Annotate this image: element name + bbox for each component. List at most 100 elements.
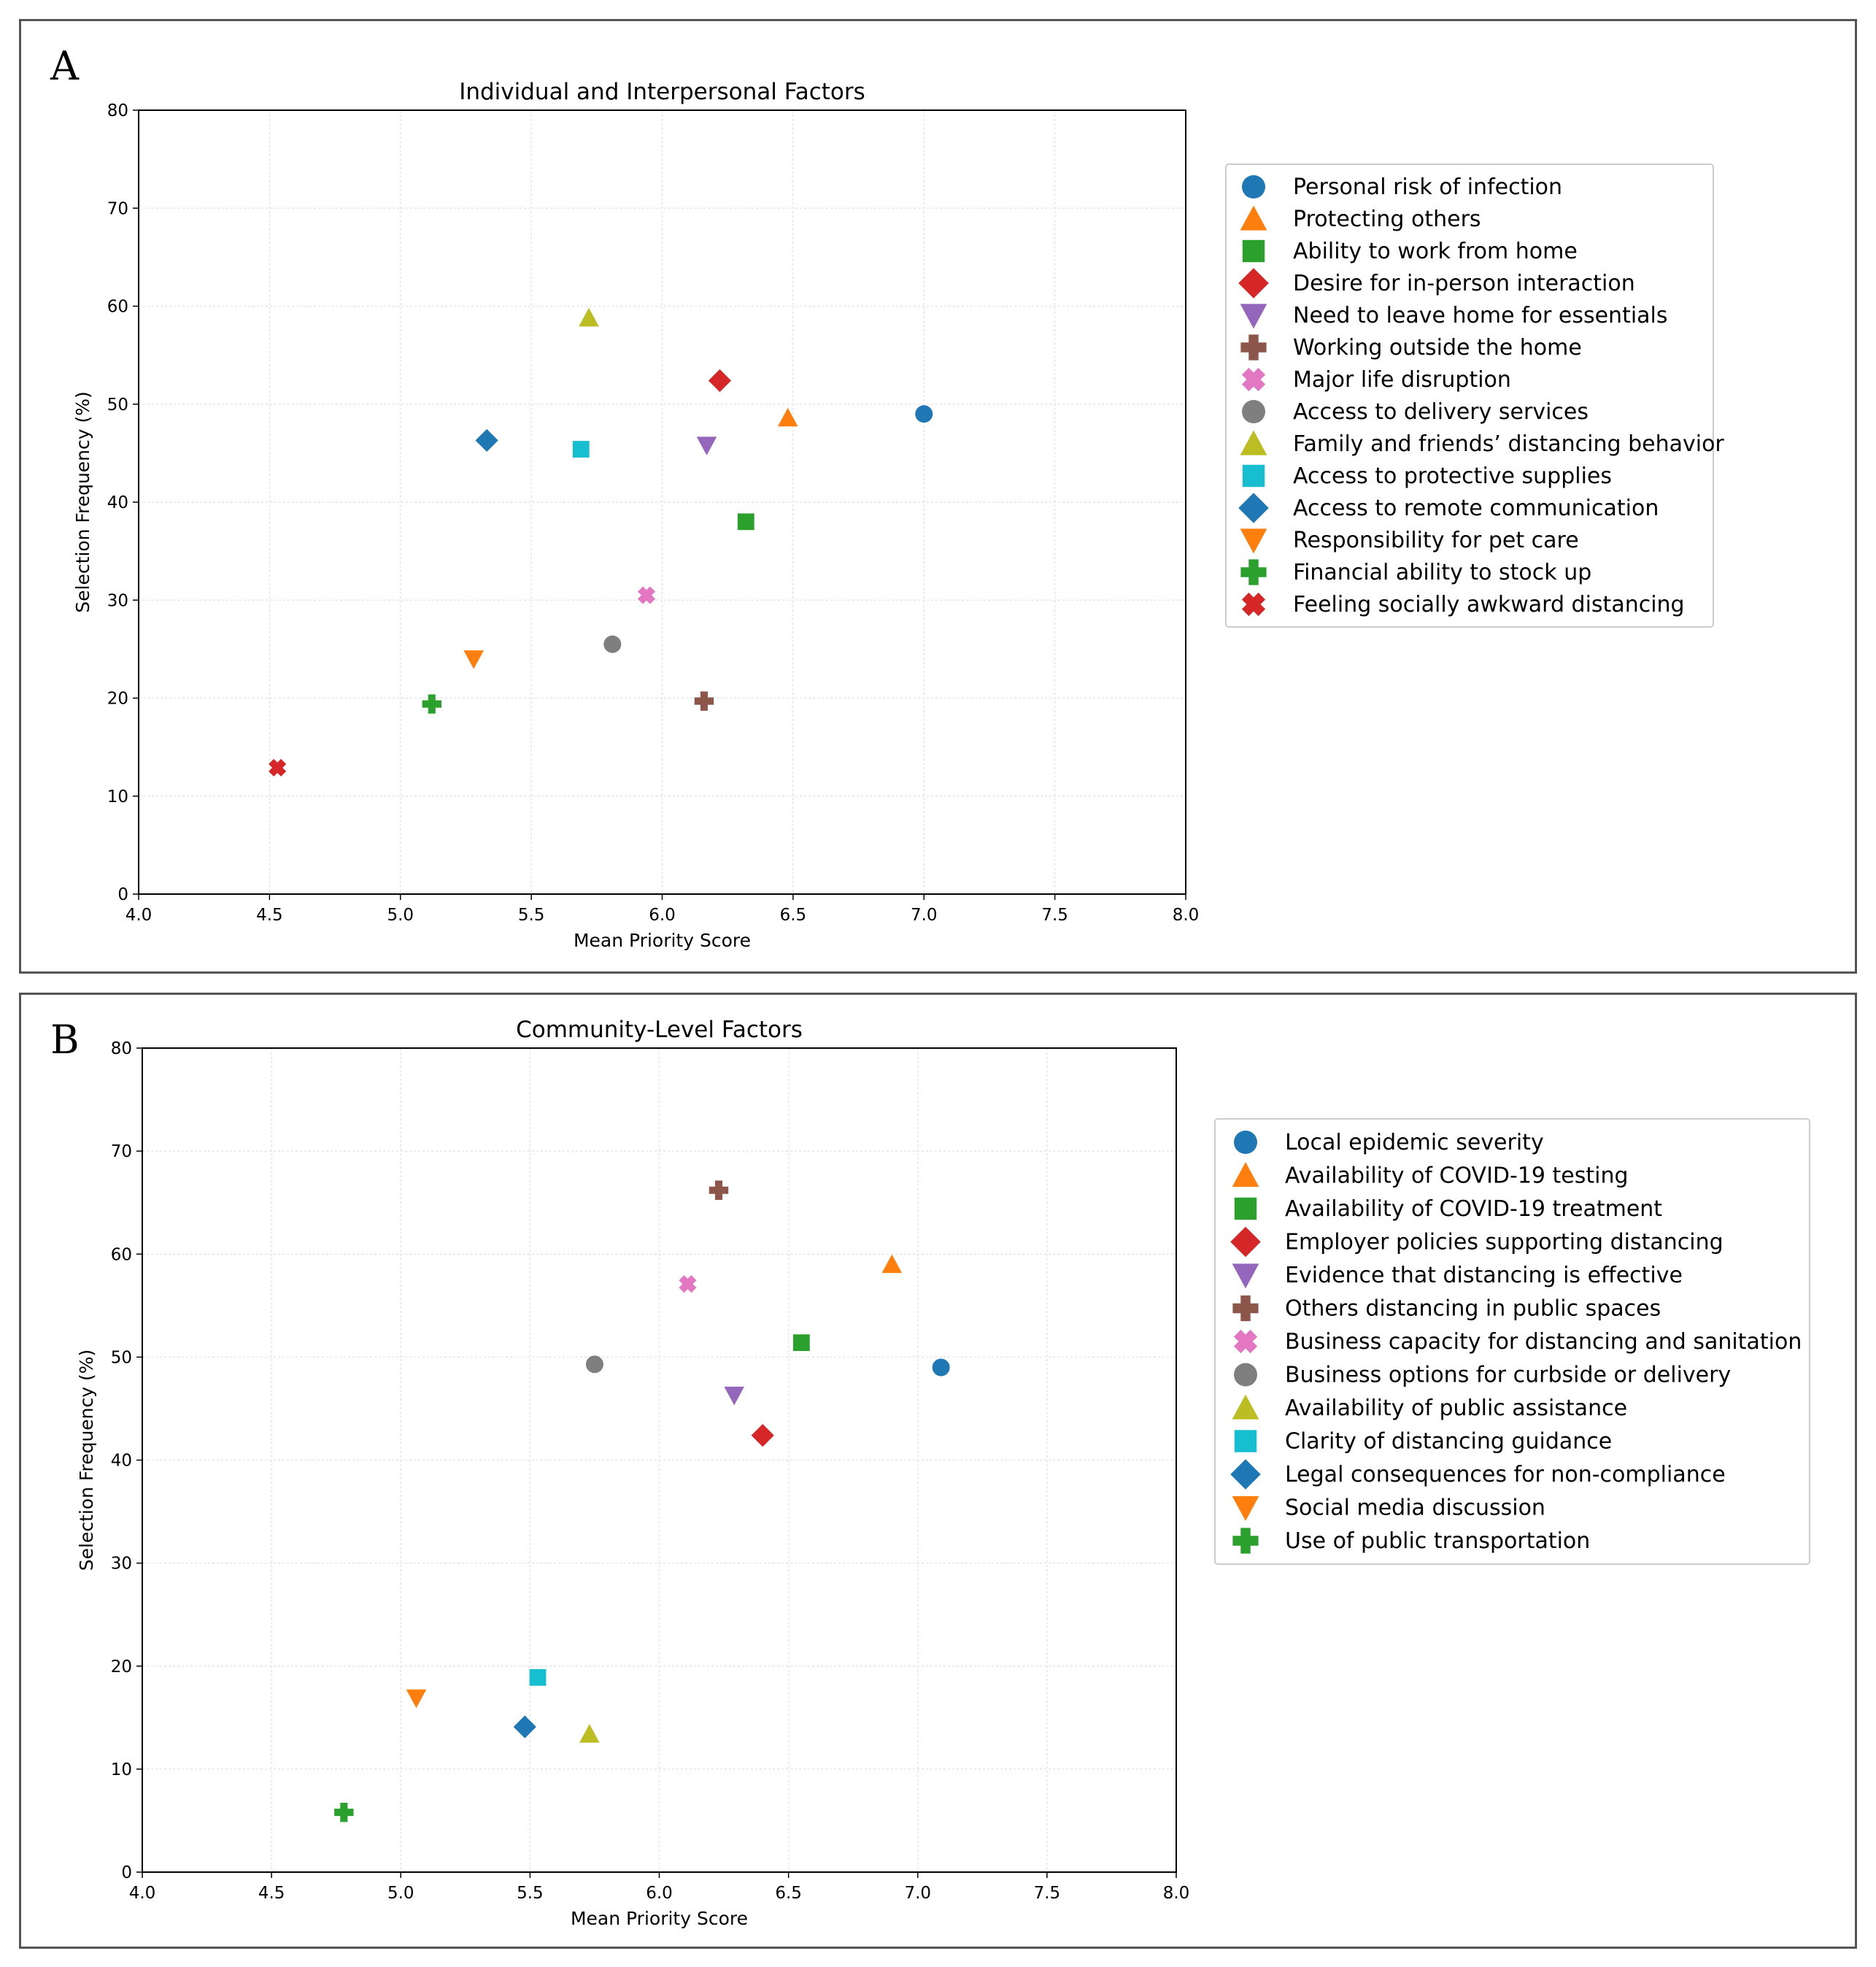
legend-entry: Responsibility for pet care [1293,528,1579,553]
data-point [679,1275,697,1293]
y-tick-label: 30 [111,1555,132,1574]
data-point [792,1334,810,1352]
legend-entry: Business capacity for distancing and san… [1285,1329,1802,1355]
x-tick-label: 4.0 [129,1884,156,1903]
data-point [579,1724,600,1743]
chart-panel-B: 4.0 4.5 5.0 5.5 6.0 6.5 7.0 7.5 8.0 0 10 20 30 40 50 60… [76,1017,1810,1929]
legend-entry: Evidence that distancing is effective [1285,1263,1683,1288]
data-point [777,407,798,427]
legend-marker [1232,1295,1259,1322]
y-tick-label: 60 [111,1245,132,1264]
legend-frame [1214,1118,1810,1565]
legend-marker [1234,1197,1257,1220]
legend-entry: Major life disruption [1293,367,1511,393]
legend-entry: Access to protective supplies [1293,463,1612,489]
legend-entry: Legal consequences for non-compliance [1285,1462,1726,1487]
y-tick-label: 70 [107,199,128,218]
x-tick-label: 6.5 [780,906,807,925]
x-tick-label: 6.0 [646,1884,673,1903]
legend-entry: Access to delivery services [1293,399,1589,425]
legend-marker [1242,239,1265,263]
data-point [529,1668,547,1686]
legend-marker [1238,493,1269,523]
panel-letter: A [50,43,79,89]
data-point [269,758,287,777]
data-point [579,307,599,327]
y-tick-label: 60 [107,298,128,317]
panel-letter: B [50,1017,80,1063]
legend-marker [1240,304,1267,329]
data-point [585,1355,603,1374]
x-tick-label: 4.5 [256,906,283,925]
data-point [694,691,714,711]
y-tick-label: 30 [107,591,128,610]
legend-marker [1234,1363,1257,1387]
y-tick-label: 20 [107,690,128,709]
data-point [709,1180,729,1200]
legend-entry: Ability to work from home [1293,239,1578,264]
data-point [881,1254,903,1274]
legend-entry: Feeling socially awkward distancing [1293,592,1685,617]
legend-marker [1233,1329,1258,1354]
data-point [737,513,754,531]
legend-marker [1240,334,1267,361]
legend-marker [1242,464,1265,488]
y-tick-label: 0 [121,1863,132,1882]
data-point [603,635,622,653]
data-point [406,1689,427,1709]
data-point [724,1386,745,1406]
legend-marker [1241,367,1266,392]
legend-marker [1232,1394,1259,1420]
data-point [708,369,732,393]
legend: Local epidemic severity Availability of C… [1214,1118,1810,1565]
legend-marker [1241,592,1266,617]
x-tick-label: 7.5 [1034,1884,1061,1903]
legend-marker [1242,175,1265,199]
x-tick-label: 8.0 [1173,906,1200,925]
legend-frame [1225,163,1714,628]
legend-entry: Clarity of distancing guidance [1285,1429,1612,1455]
legend-marker [1240,205,1267,231]
x-axis-label: Mean Priority Score [574,930,751,951]
x-tick-label: 7.0 [911,906,938,925]
y-tick-label: 10 [107,788,128,807]
x-tick-label: 4.5 [258,1884,285,1903]
legend-entry: Business options for curbside or deliver… [1285,1363,1731,1388]
legend-marker [1230,1459,1261,1490]
y-tick-label: 20 [111,1658,132,1677]
data-point [422,694,441,714]
x-tick-label: 5.0 [387,1884,414,1903]
legend-entry: Local epidemic severity [1285,1130,1544,1155]
legend-marker [1240,559,1267,585]
data-point [572,441,590,458]
y-tick-label: 80 [107,101,128,120]
y-tick-label: 0 [117,885,128,904]
data-point [751,1424,774,1447]
x-tick-label: 5.5 [517,1884,544,1903]
legend-entry: Personal risk of infection [1293,174,1562,200]
legend-marker [1234,1131,1257,1154]
legend-entry: Working outside the home [1293,335,1582,361]
plot-frame [138,109,1186,895]
y-tick-label: 40 [107,493,128,512]
legend-entry: Financial ability to stock up [1293,560,1591,585]
legend-entry: Need to leave home for essentials [1293,303,1668,328]
legend-marker [1230,1226,1261,1258]
legend-marker [1232,1263,1259,1289]
y-tick-label: 70 [111,1142,132,1161]
x-tick-label: 5.5 [518,906,545,925]
plot-frame [142,1047,1177,1873]
legend-entry: Availability of COVID-19 treatment [1285,1196,1662,1222]
legend-marker [1240,528,1267,554]
legend-marker [1232,1496,1259,1521]
x-tick-label: 6.0 [649,906,676,925]
legend-entry: Employer policies supporting distancing [1285,1230,1723,1255]
y-tick-label: 10 [111,1760,132,1779]
y-tick-label: 80 [111,1039,132,1058]
legend-entry: Social media discussion [1285,1496,1545,1521]
data-point [463,650,484,669]
data-point [334,1802,354,1822]
x-tick-label: 5.0 [387,906,414,925]
data-point [475,428,498,453]
